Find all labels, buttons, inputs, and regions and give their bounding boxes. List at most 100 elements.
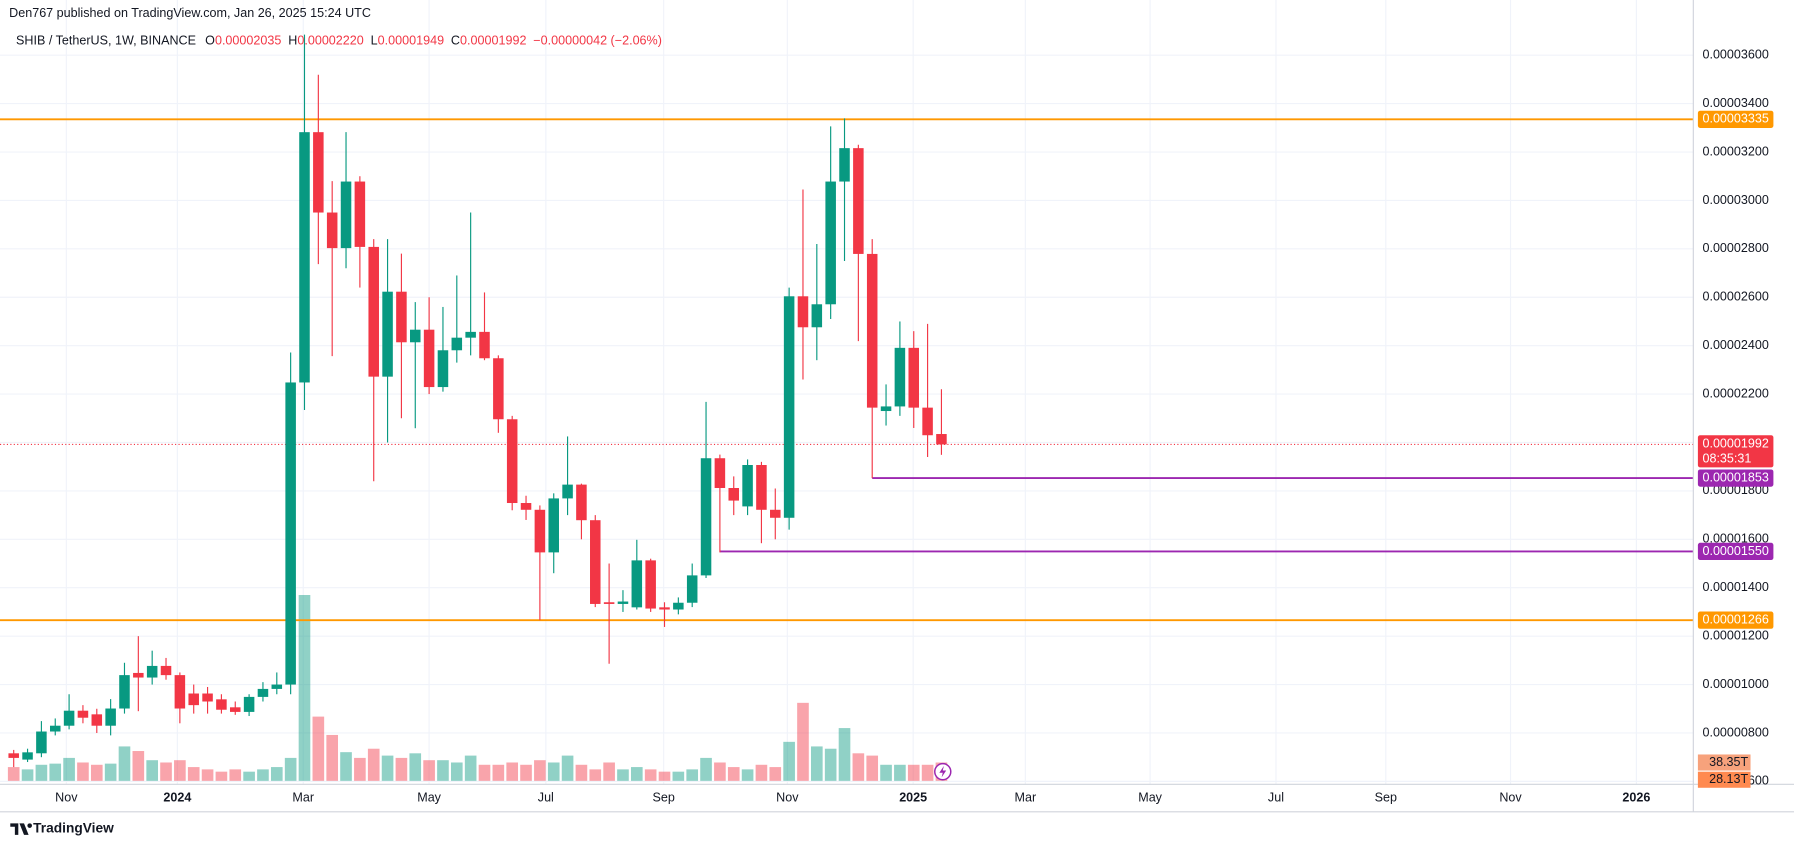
volume-badge-label: 28.13T (1709, 772, 1748, 786)
volume-bar (21, 769, 34, 781)
x-tick-label: 2026 (1622, 790, 1650, 804)
volume-bar (520, 764, 532, 781)
volume-bar (492, 764, 505, 781)
candles (8, 34, 947, 768)
candle-body (894, 347, 906, 407)
candle-body (728, 488, 739, 501)
volume-bar (298, 595, 311, 781)
volume-bar (866, 755, 879, 781)
countdown: 08:35:31 (1702, 452, 1751, 466)
candle-body (562, 484, 573, 499)
candle-body (243, 696, 255, 712)
y-tick-label: 0.00001800 (1702, 483, 1768, 497)
price-badge-label: 0.00001992 (1702, 437, 1768, 451)
candle-body (506, 419, 518, 504)
volume-bar (506, 762, 519, 781)
volume-bar (187, 767, 200, 781)
candle-body (188, 693, 199, 706)
candle-body (396, 291, 407, 343)
candle-body (576, 484, 587, 521)
candle-body (133, 672, 144, 678)
candle-body (756, 465, 767, 510)
price-badge-label: 0.00003335 (1702, 112, 1768, 126)
levels (0, 118, 1694, 622)
price-badge (1697, 435, 1774, 468)
volume-bar (686, 769, 699, 781)
y-tick-label: 0.00003400 (1702, 96, 1768, 110)
candle-body (936, 434, 947, 445)
candle-body (368, 246, 379, 377)
brand-name: TradingView (33, 821, 114, 836)
volume-bar (381, 755, 394, 781)
x-tick-label: Sep (1375, 790, 1397, 804)
ohlc-value: 0.00001949 (378, 34, 444, 48)
volume-bar (229, 769, 242, 781)
symbol: SHIB / TetherUS, 1W, BINANCE (16, 34, 196, 48)
ohlc-key: C (451, 34, 460, 48)
volume-bar (534, 760, 546, 781)
x-tick-label: 2025 (899, 790, 927, 804)
volume-bar (769, 767, 782, 781)
candle-body (908, 347, 920, 408)
candle-body (49, 725, 61, 732)
x-tick-label: Nov (776, 790, 799, 804)
volume-bar (617, 769, 629, 781)
volume-bar (464, 755, 477, 781)
y-tick-label: 0.00003000 (1702, 193, 1768, 207)
candle-body (700, 458, 712, 576)
candle-body (853, 148, 864, 254)
volume-bar (880, 764, 892, 781)
candle-body (520, 503, 532, 510)
candle-body (770, 509, 781, 518)
candle-body (645, 560, 656, 609)
candle-body (77, 710, 89, 718)
candle-body (783, 296, 795, 518)
volume-bar (132, 751, 145, 781)
candle-body (590, 520, 601, 604)
x-tick-label: Nov (55, 790, 78, 804)
y-tick-label: 0.00002400 (1702, 338, 1768, 352)
volume-bar (672, 771, 685, 781)
y-tick-label: 0.00002200 (1702, 386, 1768, 400)
candle-body (229, 707, 241, 712)
candle-body (797, 296, 809, 328)
y-tick-label: 0.00001000 (1702, 677, 1768, 691)
x-tick-label: Mar (292, 790, 314, 804)
volume-bar (35, 764, 48, 781)
x-tick-label: Sep (652, 790, 674, 804)
volume-bar (174, 760, 186, 781)
badges: 0.00003335 0.00001853 0.00001550 0.00001266… (1697, 110, 1774, 788)
y-tick-label: 0.00001400 (1702, 580, 1768, 594)
volume-bar (630, 767, 643, 781)
volume-bar (146, 760, 158, 781)
candle-body (202, 693, 213, 702)
candle-body (686, 575, 698, 603)
volume-bar (797, 702, 809, 781)
publisher: Den767 published on TradingView.com, Jan… (9, 6, 371, 20)
candle-body (8, 753, 19, 758)
volume-bar (478, 764, 491, 781)
candle-body (548, 498, 559, 553)
brand-logo (10, 823, 32, 835)
x-tick-label: Jul (538, 790, 554, 804)
volume-bar (77, 762, 89, 781)
volume-bar (7, 767, 20, 781)
candle-body (105, 708, 116, 726)
volume-bar (921, 764, 934, 781)
candle-body (22, 752, 33, 760)
volume-bar (589, 769, 602, 781)
volume-bar (824, 748, 837, 781)
x-tick-label: Jul (1268, 790, 1284, 804)
volume-pane (7, 595, 948, 781)
candle-body (465, 331, 476, 338)
volume-badge-label: 38.35T (1709, 755, 1748, 769)
candle-body (880, 406, 892, 412)
price-badge-label: 0.00001550 (1702, 544, 1768, 558)
volume-bar (63, 757, 75, 781)
ohlc-key: H (288, 34, 297, 48)
volume-bar (437, 760, 449, 781)
x-tick-label: May (417, 790, 441, 804)
candle-body (479, 331, 490, 359)
